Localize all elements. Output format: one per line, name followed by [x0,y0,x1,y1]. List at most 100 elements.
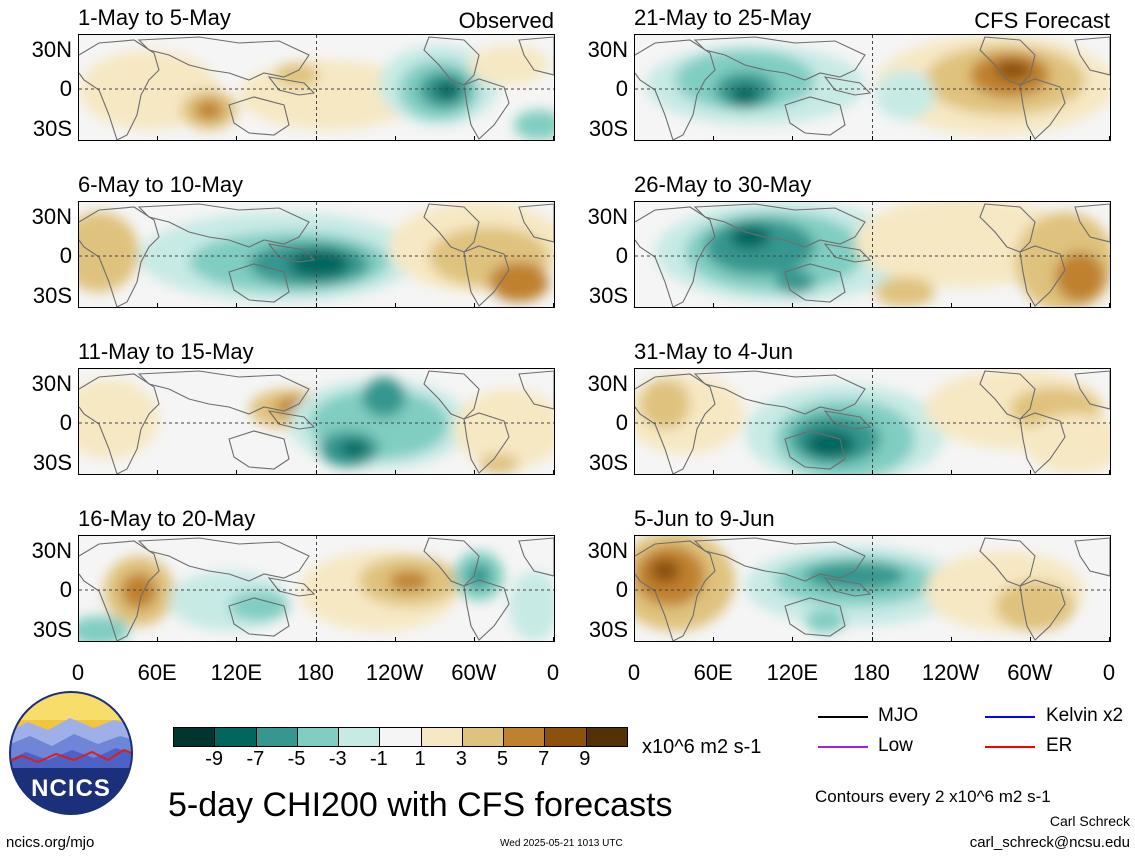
lon-tick [157,303,159,308]
colorbar-label: 7 [538,748,550,770]
map-panel-right-3 [634,368,1111,475]
lon-tick [315,303,317,308]
lon-tick [713,637,715,642]
lon-tick [792,136,794,141]
lon-tick [1109,303,1110,308]
colorbar-label: -1 [370,748,388,770]
timestamp: Wed 2025-05-21 1013 UTC [500,838,623,849]
map-panel-left-3 [78,368,555,475]
lon-label: 60W [451,660,497,685]
panel-title-right-3: 31-May to 4-Jun [634,339,793,364]
lat-label: 30N [31,538,72,563]
lon-tick [236,637,238,642]
lon-tick [157,136,159,141]
forecast-label: CFS Forecast [974,8,1110,33]
lon-tick [871,136,873,141]
lon-tick [236,303,238,308]
lon-tick [473,637,475,642]
lat-label-right: 0 [615,76,628,101]
lat-label: 0 [59,410,72,435]
colorbar-units: x10^6 m2 s-1 [642,736,762,758]
lon-label: 60E [693,660,733,685]
website: ncics.org/mjo [6,834,95,851]
lon-tick [871,470,873,475]
lon-tick [553,470,554,475]
legend-kelvin: Kelvin x2 [1046,705,1124,726]
lon-tick [157,637,159,642]
lon-tick [1029,637,1031,642]
lon-tick [394,303,396,308]
lon-label: 0 [546,660,560,685]
lat-label-right: 30S [588,116,628,141]
lon-tick [315,470,317,475]
panel-title-left-4: 16-May to 20-May [78,506,256,531]
lon-label: 120E [210,660,263,685]
lon-tick [553,136,554,141]
lat-label-right: 0 [615,577,628,602]
lon-tick [236,136,238,141]
lon-tick [950,303,952,308]
lon-tick [871,637,873,642]
lon-label: 120E [766,660,819,685]
lon-tick [950,637,952,642]
lat-label: 0 [59,243,72,268]
lon-tick [315,637,317,642]
lon-tick [78,303,79,308]
colorbar-swatch [256,728,298,746]
lat-label: 30S [32,116,72,141]
lat-label-right: 30S [588,617,628,642]
lon-tick [634,470,635,475]
lon-tick [78,136,79,141]
observed-label: Observed [458,8,554,33]
lon-label: 60E [137,660,177,685]
map-panel-left-2 [78,201,555,308]
lat-label: 0 [59,76,72,101]
colorbar-swatch [421,728,463,746]
lon-tick [713,136,715,141]
legend-low-line [818,746,868,748]
lat-label-right: 30N [587,204,628,229]
lon-label: 0 [1102,660,1116,685]
colorbar-swatch [545,728,587,746]
colorbar-label: -9 [205,748,224,770]
lon-tick [553,303,554,308]
legend-mjo-line [818,716,868,718]
lon-label: 0 [627,660,641,685]
map-panel-right-4 [634,535,1111,642]
lon-label: 180 [297,660,334,685]
colorbar-label: 5 [496,748,509,770]
panel-title-left-1: 1-May to 5-May [78,5,231,30]
lon-tick [157,470,159,475]
lon-tick [634,637,635,642]
colorbar-swatch [586,728,627,746]
lon-tick [78,470,79,475]
lon-label: 120W [365,660,424,685]
lat-label-right: 30S [588,283,628,308]
lat-label-right: 30N [587,371,628,396]
legend-er: ER [1046,735,1073,756]
lat-label-right: 30S [588,450,628,475]
colorbar-swatch [462,728,505,746]
colorbar-swatch [174,728,216,746]
colorbar-label: -7 [246,748,265,770]
lon-tick [473,303,475,308]
panel-title-right-1: 21-May to 25-May [634,5,812,30]
lon-tick [394,136,396,141]
ncics-logo: NCICS [9,691,133,815]
map-panel-left-1 [78,34,555,141]
colorbar-label: 1 [414,748,426,770]
lon-tick [792,303,794,308]
lat-label: 30N [31,204,72,229]
author: Carl Schreck [1049,813,1130,829]
map-panel-left-4 [78,535,555,642]
lat-label-right: 0 [615,243,628,268]
colorbar-swatch [297,728,340,746]
lon-label: 180 [853,660,890,685]
panel-title-left-3: 11-May to 15-May [78,339,254,364]
colorbar-swatch [380,728,422,746]
panel-title-right-2: 26-May to 30-May [634,172,812,197]
lon-tick [1109,470,1110,475]
lon-tick [1029,303,1031,308]
lon-tick [871,303,873,308]
lon-tick [394,637,396,642]
